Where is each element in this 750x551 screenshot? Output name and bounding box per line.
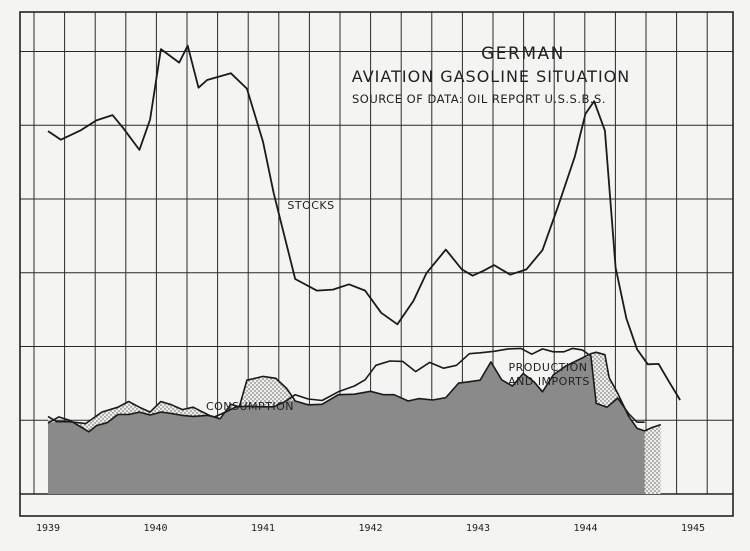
x-tick-label: 1939 — [36, 523, 60, 534]
x-axis-ticks: 1939 1940 1941 1942 1943 1944 1945 — [36, 523, 705, 534]
x-tick-label: 1941 — [251, 523, 275, 534]
x-tick-label: 1944 — [573, 523, 597, 534]
x-tick-label: 1940 — [143, 523, 167, 534]
production-line — [47, 347, 645, 433]
annotation-stocks: STOCKS — [287, 199, 334, 212]
annotation-consumption: CONSUMPTION — [206, 400, 294, 413]
production-area — [48, 356, 645, 494]
series-lines — [47, 44, 681, 433]
stocks-line — [47, 44, 681, 401]
chart-title: GERMAN — [481, 44, 565, 64]
x-tick-label: 1945 — [681, 523, 705, 534]
x-tick-label: 1943 — [466, 523, 490, 534]
annotation-production: PRODUCTION — [509, 361, 588, 374]
x-tick-label: 1942 — [358, 523, 382, 534]
annotation-and-imports: AND IMPORTS — [508, 375, 590, 388]
consumption-line — [47, 351, 662, 432]
area-fills — [48, 352, 661, 494]
plot-frame — [19, 11, 734, 517]
data-source-note: SOURCE OF DATA: OIL REPORT U.S.S.B.S. — [352, 92, 606, 106]
chart-subtitle: AVIATION GASOLINE SITUATION — [352, 67, 630, 86]
